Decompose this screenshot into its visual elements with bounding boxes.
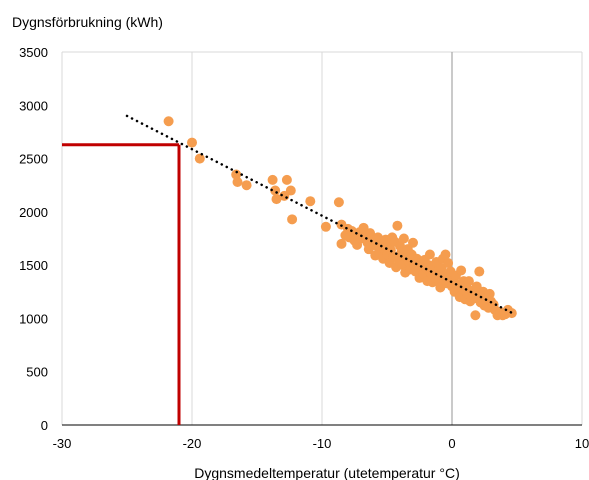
data-point xyxy=(231,169,242,180)
y-tick-label: 2500 xyxy=(19,152,48,167)
data-point xyxy=(392,220,403,231)
y-tick-label: 500 xyxy=(26,365,48,380)
data-point xyxy=(281,174,292,185)
x-tick-label: 0 xyxy=(448,436,455,451)
data-point xyxy=(194,153,205,164)
x-tick-label: 10 xyxy=(575,436,589,451)
y-tick-labels: 0 500 1000 1500 2000 2500 3000 3500 xyxy=(19,45,48,433)
x-tick-label: -10 xyxy=(313,436,332,451)
data-point xyxy=(241,180,252,191)
x-tick-label: -30 xyxy=(53,436,72,451)
trendline-dotted xyxy=(125,114,516,316)
data-point xyxy=(267,174,278,185)
y-tick-label: 1000 xyxy=(19,311,48,326)
data-point xyxy=(232,177,243,188)
y-tick-label: 1500 xyxy=(19,258,48,273)
data-point xyxy=(163,116,174,127)
y-tick-label: 3500 xyxy=(19,45,48,60)
y-tick-label: 0 xyxy=(41,418,48,433)
x-tick-label: -20 xyxy=(183,436,202,451)
y-axis-title: Dygnsförbrukning (kWh) xyxy=(12,14,163,30)
data-point xyxy=(398,233,409,244)
data-point xyxy=(285,185,296,196)
data-point xyxy=(470,310,481,321)
data-point xyxy=(363,244,374,255)
data-point xyxy=(443,258,454,269)
axes xyxy=(62,52,582,426)
data-point xyxy=(408,237,418,248)
reference-lines xyxy=(62,143,181,425)
x-tick-labels: -30 -20 -10 0 10 xyxy=(53,436,589,451)
data-point xyxy=(440,249,451,260)
trendline xyxy=(125,114,516,316)
data-point xyxy=(305,196,316,207)
grid xyxy=(61,51,583,425)
data-point xyxy=(320,221,331,232)
data-point xyxy=(424,249,435,260)
y-tick-label: 2000 xyxy=(19,205,48,220)
data-point xyxy=(336,238,347,249)
y-tick-label: 3000 xyxy=(19,98,48,113)
data-point xyxy=(463,276,474,287)
data-point xyxy=(187,137,197,148)
data-point xyxy=(287,214,298,225)
data-point xyxy=(484,288,495,299)
data-point xyxy=(271,194,282,205)
x-axis-title: Dygnsmedeltemperatur (utetemperatur °C) xyxy=(194,465,459,480)
data-points xyxy=(163,116,517,321)
data-point xyxy=(333,197,344,208)
data-point xyxy=(456,265,467,276)
data-point xyxy=(474,266,485,277)
